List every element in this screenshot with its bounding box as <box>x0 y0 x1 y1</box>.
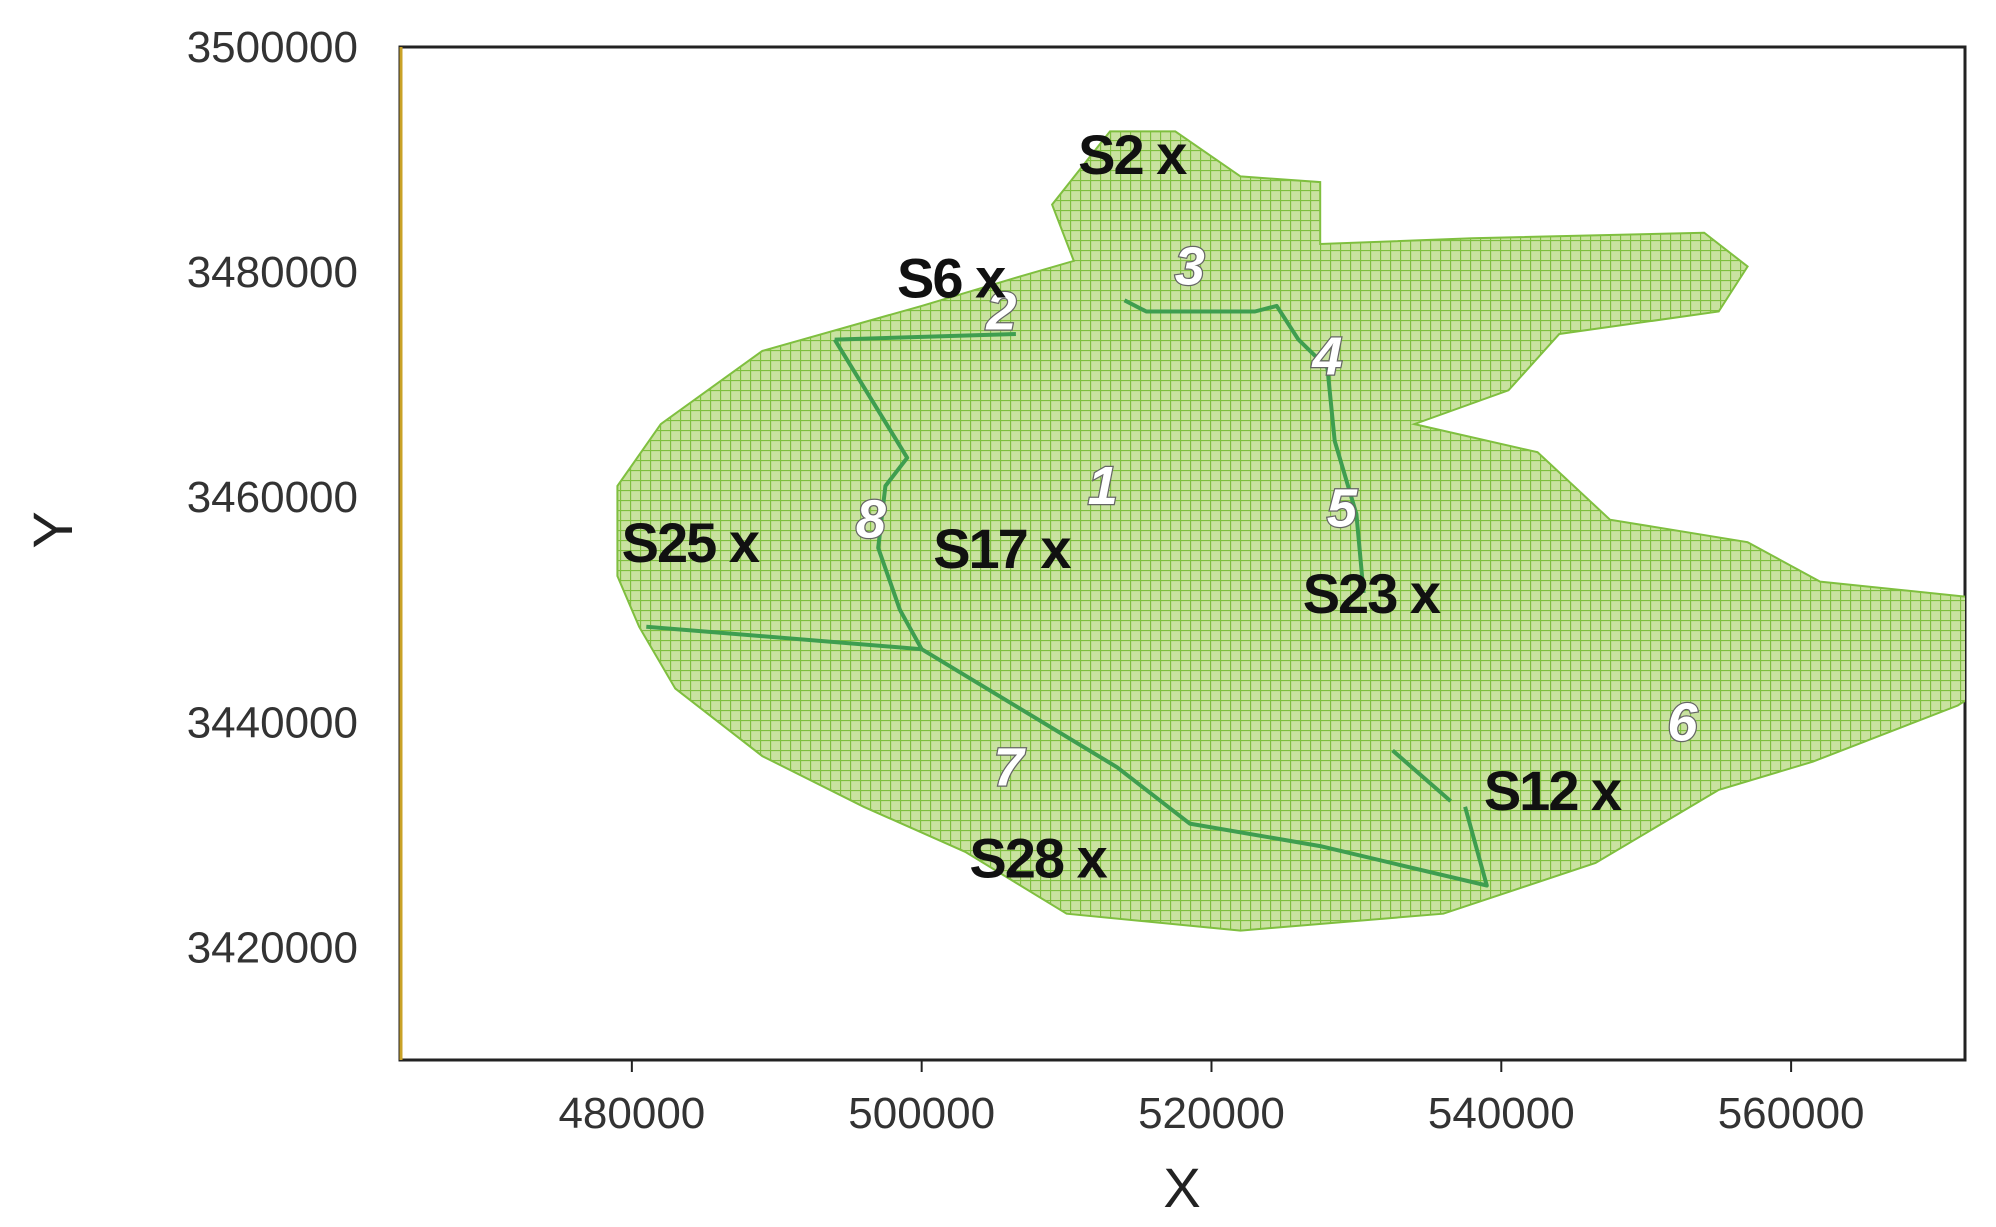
zone-boundary-line <box>1123 298 1366 594</box>
y-tick-label: 3420000 <box>187 923 358 972</box>
station-label: S25 x <box>622 511 760 574</box>
zone-boundary-line <box>832 338 924 651</box>
zone-label: 2 <box>985 282 1016 342</box>
x-tick-label: 520000 <box>1138 1089 1285 1138</box>
zone-boundary-line <box>920 647 1489 888</box>
y-tick-label: 3480000 <box>187 248 358 297</box>
station-label: S17 x <box>933 517 1071 580</box>
zone-boundary-line <box>834 332 1016 342</box>
station-labels: S2 x S6 x S25 x S17 x S23 x S12 x S28 x <box>622 123 1624 889</box>
station-label: S12 x <box>1484 759 1622 822</box>
y-axis-title: Y <box>21 511 84 548</box>
x-tick-label: 500000 <box>848 1089 995 1138</box>
zone-boundary-lines <box>646 298 1489 888</box>
x-axis-ticks: 480000 500000 520000 540000 560000 <box>558 1060 1865 1138</box>
zone-label: 4 <box>1311 327 1342 387</box>
zone-label: 1 <box>1088 456 1118 516</box>
y-tick-label: 3440000 <box>187 698 358 747</box>
y-tick-label: 3460000 <box>187 473 358 522</box>
station-label: S28 x <box>969 826 1107 889</box>
station-label: S23 x <box>1303 562 1441 625</box>
zone-label: 8 <box>856 490 886 550</box>
x-tick-label: 540000 <box>1428 1089 1575 1138</box>
plot-area <box>398 45 1967 1062</box>
zone-boundary-line <box>646 624 922 652</box>
station-label: S2 x <box>1078 123 1187 186</box>
zone-labels: 1 2 3 4 5 6 7 8 <box>855 235 1700 798</box>
zone-boundary-line <box>1391 748 1452 803</box>
zone-label: 7 <box>994 737 1027 797</box>
zone-label: 3 <box>1175 236 1205 296</box>
x-tick-label: 560000 <box>1718 1089 1865 1138</box>
station-label: S6 x <box>897 247 1006 310</box>
zone-label: 6 <box>1667 692 1698 752</box>
y-tick-label: 3500000 <box>187 23 358 72</box>
zone-label: 5 <box>1327 478 1358 538</box>
y-axis-ticks: 3420000 3440000 3460000 3480000 3500000 <box>187 23 358 972</box>
model-domain-mesh <box>616 130 1965 932</box>
x-axis-title: X <box>1163 1156 1200 1219</box>
x-tick-label: 480000 <box>558 1089 705 1138</box>
